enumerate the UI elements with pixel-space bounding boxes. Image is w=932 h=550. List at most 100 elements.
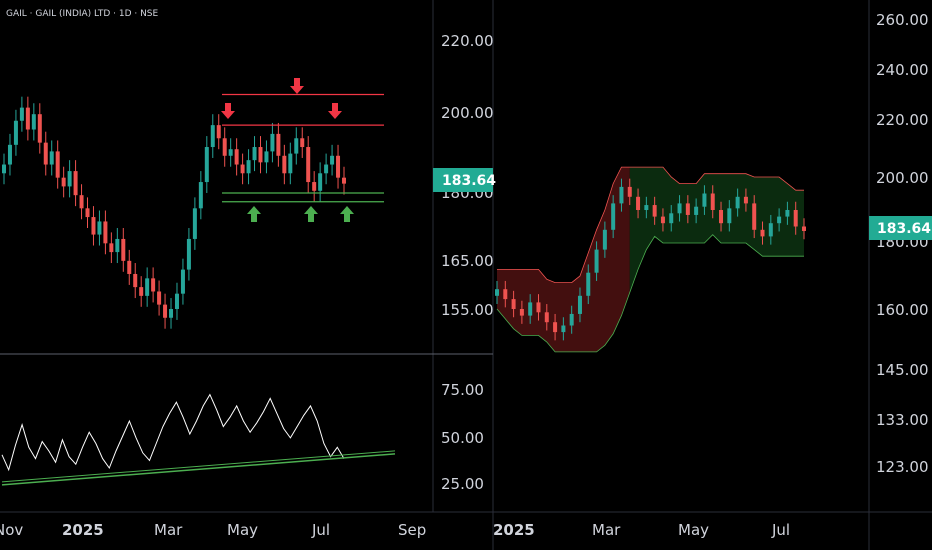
candle-body xyxy=(180,269,185,294)
time-label: May xyxy=(227,521,258,539)
candle-body xyxy=(694,206,699,215)
candle-body xyxy=(561,325,566,333)
candle-body xyxy=(210,125,215,148)
candle-body xyxy=(627,186,632,197)
price-label: 165.00 xyxy=(441,252,494,270)
candle-body xyxy=(503,289,508,300)
price-label: 133.00 xyxy=(876,411,929,429)
left-markers xyxy=(221,78,354,222)
price-label: 260.00 xyxy=(876,11,929,29)
candle-body xyxy=(519,309,524,316)
rsi-axis: 75.00 50.00 25.00 xyxy=(441,381,484,493)
candle-body xyxy=(685,203,690,215)
candle-body xyxy=(760,229,765,237)
candle-body xyxy=(719,210,724,224)
candle-body xyxy=(528,302,533,316)
candle-body xyxy=(677,203,682,214)
left-candles xyxy=(2,96,346,329)
rsi-layer xyxy=(1,393,396,486)
candle-body xyxy=(79,195,84,209)
candle-body xyxy=(139,287,144,296)
candle-body xyxy=(619,186,624,204)
rsi-line xyxy=(1,393,345,472)
candle-body xyxy=(109,243,114,253)
candle-body xyxy=(318,173,323,191)
time-label: 2025 xyxy=(493,521,535,539)
candle-body xyxy=(97,221,102,235)
price-label: 220.00 xyxy=(876,111,929,129)
price-label: 155.00 xyxy=(441,301,494,319)
candle-body xyxy=(7,144,12,165)
right-price-axis: 260.00 240.00 220.00 200.00 180.00 160.0… xyxy=(876,11,929,476)
candle-body xyxy=(577,295,582,314)
candle-body xyxy=(586,272,591,296)
time-label: Mar xyxy=(592,521,621,539)
candle-body xyxy=(594,249,599,273)
down-arrow-icon xyxy=(221,103,235,119)
right-time-axis: 2025 Mar May Jul xyxy=(493,521,790,539)
candle-body xyxy=(282,155,287,174)
candle-body xyxy=(636,196,641,210)
candle-body xyxy=(85,208,90,218)
candle-body xyxy=(61,177,66,187)
left-levels xyxy=(222,93,384,203)
right-candles xyxy=(495,178,806,341)
rsi-trendline xyxy=(1,453,396,486)
candle-body xyxy=(198,182,203,209)
candle-body xyxy=(288,153,293,174)
candle-body xyxy=(31,114,36,130)
candle-body xyxy=(735,196,740,209)
time-label: Nov xyxy=(0,521,23,539)
candle-body xyxy=(240,164,245,174)
candle-body xyxy=(258,147,263,163)
candle-body xyxy=(49,151,54,165)
candle-body xyxy=(743,196,748,204)
candle-body xyxy=(192,208,197,239)
candle-body xyxy=(602,229,607,250)
candle-body xyxy=(777,216,782,224)
candle-body xyxy=(222,138,227,156)
candle-body xyxy=(270,133,275,152)
last-price-label: 183.64 xyxy=(442,173,496,189)
time-label: May xyxy=(678,521,709,539)
candle-body xyxy=(495,289,499,296)
candle-body xyxy=(163,304,168,318)
candle-body xyxy=(91,217,96,235)
candle-body xyxy=(312,182,317,191)
price-label: 200.00 xyxy=(441,104,494,122)
candle-body xyxy=(702,193,707,207)
candle-body xyxy=(228,149,233,156)
candle-body xyxy=(234,149,239,165)
candle-body xyxy=(103,221,108,244)
candle-body xyxy=(121,238,126,261)
rsi-label: 25.00 xyxy=(441,475,484,493)
candle-body xyxy=(324,164,329,174)
candle-body xyxy=(157,291,162,305)
candle-body xyxy=(802,226,806,231)
rsi-label: 50.00 xyxy=(441,429,484,447)
candle-body xyxy=(669,213,674,224)
candle-body xyxy=(13,120,18,145)
time-label: Sep xyxy=(398,521,426,539)
candle-body xyxy=(660,216,665,224)
up-arrow-icon xyxy=(247,206,261,222)
candle-body xyxy=(204,147,209,183)
time-label: Jul xyxy=(311,521,330,539)
candle-body xyxy=(300,138,305,148)
candle-body xyxy=(133,273,138,288)
candle-body xyxy=(553,322,558,333)
time-label: Mar xyxy=(154,521,183,539)
candle-body xyxy=(727,208,732,224)
candle-body xyxy=(127,260,132,274)
left-last-price-badge: 183.64 xyxy=(433,168,496,192)
candle-body xyxy=(306,147,311,183)
rsi-trendline-upper xyxy=(1,450,396,483)
right-last-price-badge: 183.64 xyxy=(869,216,932,240)
time-label: 2025 xyxy=(62,521,104,539)
candle-body xyxy=(186,238,191,270)
price-label: 220.00 xyxy=(441,32,494,50)
price-label: 240.00 xyxy=(876,61,929,79)
candle-body xyxy=(19,107,24,121)
candle-body xyxy=(25,107,30,130)
